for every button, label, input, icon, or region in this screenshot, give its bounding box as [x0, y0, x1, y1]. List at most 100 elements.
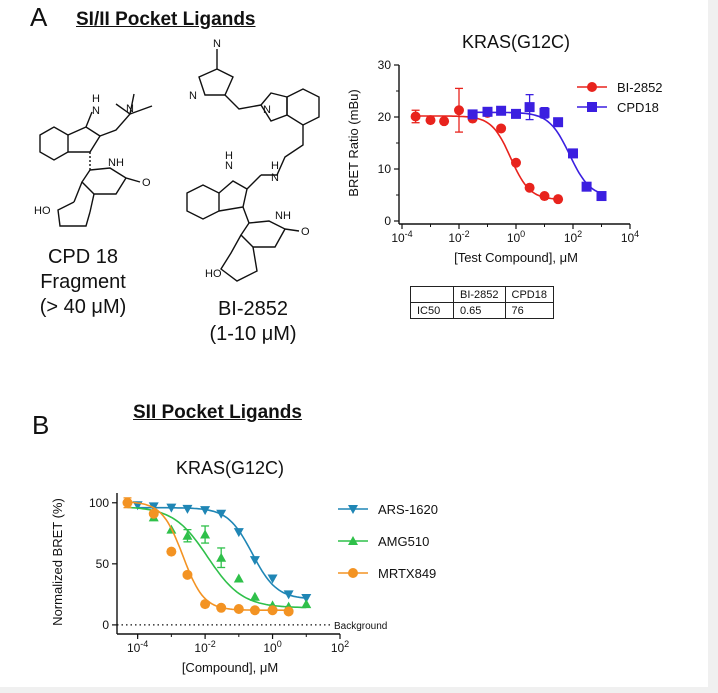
data-point — [166, 546, 177, 557]
x-axis-label: [Compound], μM — [182, 660, 278, 675]
data-point — [233, 528, 244, 538]
data-point — [249, 591, 260, 601]
cpd18-caption: CPD 18 Fragment (> 40 μM) — [18, 245, 148, 320]
page-bottom-strip — [0, 687, 718, 693]
data-point — [249, 556, 260, 566]
bi2852-indole-n-label: N — [263, 104, 271, 116]
y-tick-label: 0 — [384, 214, 391, 228]
data-point — [216, 552, 227, 562]
data-point — [511, 108, 521, 119]
panel-a-title: SI/II Pocket Ligands — [76, 9, 256, 30]
bi2852-structure: N N N H N N H NH O HO — [186, 38, 320, 282]
chart-a: KRAS(G12C) 0 10 20 30 10-4 10-2 100 102 104 [Test … — [346, 32, 663, 265]
data-point — [216, 602, 227, 613]
x-tick-label: 10-2 — [194, 639, 215, 655]
y-tick-label: 20 — [378, 110, 392, 124]
data-point — [148, 508, 159, 519]
data-point — [467, 109, 478, 120]
page-edge-rail — [708, 0, 718, 693]
bi2852-methyl-n-label: N — [213, 38, 221, 50]
data-point — [200, 529, 211, 539]
cpd18-caption-line3: (> 40 μM) — [39, 296, 127, 318]
data-point — [182, 504, 193, 514]
cpd18-ho-label: HO — [34, 205, 51, 217]
x-tick-label: 100 — [263, 639, 281, 655]
bi2852-caption-line2: (1-10 μM) — [209, 323, 297, 345]
data-point — [425, 115, 436, 126]
data-point — [511, 157, 521, 168]
panel-a-letter: A — [30, 2, 48, 32]
cpd18-caption-line2: Fragment — [40, 271, 126, 293]
panel-b-letter: B — [32, 410, 50, 440]
data-point — [568, 148, 578, 159]
background-label: Background — [334, 621, 387, 632]
data-point — [249, 605, 260, 616]
data-point — [524, 182, 535, 193]
data-point — [496, 105, 507, 116]
fit-curve-0 — [137, 506, 307, 599]
data-point — [301, 599, 312, 609]
chart-title: KRAS(G12C) — [176, 458, 284, 478]
x-axis-label: [Test Compound], μM — [454, 250, 578, 265]
y-tick-label: 50 — [96, 557, 110, 571]
bi2852-lower-n-label: N — [225, 160, 233, 172]
data-point — [581, 181, 592, 192]
bi2852-amine-h-label: H — [271, 160, 279, 172]
y-axis-label: BRET Ratio (mBu) — [346, 89, 361, 196]
cpd18-h-label: H — [92, 93, 100, 105]
ic50-cell: 0.65 — [453, 302, 506, 319]
y-tick-label: 0 — [102, 618, 109, 632]
cpd18-nh-label: NH — [108, 157, 124, 169]
data-point — [122, 497, 133, 508]
legend-marker — [587, 82, 597, 92]
ic50-header-cell — [410, 286, 454, 303]
legend-label: ARS-1620 — [378, 502, 438, 517]
data-point — [496, 123, 507, 134]
fit-curve-0 — [415, 115, 559, 200]
x-tick-label: 10-2 — [448, 229, 469, 245]
ic50-cell: IC50 — [410, 302, 454, 319]
data-point — [301, 594, 312, 604]
legend-label: AMG510 — [378, 534, 429, 549]
y-axis-label: Normalized BRET (%) — [50, 498, 65, 626]
data-point — [439, 116, 450, 127]
bi2852-amine-n-label: N — [271, 172, 279, 184]
data-point — [553, 194, 564, 205]
bi2852-nh-label: NH — [275, 210, 291, 222]
x-tick-label: 102 — [331, 639, 349, 655]
y-tick-label: 10 — [378, 162, 392, 176]
data-point — [267, 605, 278, 616]
data-point — [283, 606, 294, 617]
data-point — [454, 105, 464, 116]
chart-title: KRAS(G12C) — [462, 32, 570, 52]
data-point — [596, 191, 607, 202]
data-point — [233, 604, 244, 615]
legend-marker — [348, 505, 358, 514]
bi2852-o-label: O — [301, 226, 310, 238]
x-tick-label: 104 — [621, 229, 639, 245]
data-point — [267, 574, 278, 584]
data-point — [216, 509, 227, 519]
legend-marker — [587, 102, 597, 112]
ic50-table-header: BI-2852 CPD18 — [410, 286, 555, 303]
fit-curve-1 — [127, 506, 307, 609]
data-point — [539, 107, 550, 118]
data-point — [166, 503, 177, 513]
data-point — [283, 590, 294, 600]
legend-marker — [348, 536, 358, 545]
bi2852-caption-line1: BI-2852 — [217, 298, 289, 320]
cpd18-structure: H N N NH O HO — [34, 93, 153, 227]
y-tick-label: 30 — [378, 58, 392, 72]
x-tick-label: 10-4 — [127, 639, 148, 655]
ic50-header-cell: CPD18 — [504, 286, 555, 303]
legend-label: MRTX849 — [378, 566, 436, 581]
data-point — [182, 569, 193, 580]
data-point — [182, 530, 193, 540]
bi2852-imidazole-n-label: N — [189, 90, 197, 102]
panel-b-title: SII Pocket Ligands — [133, 402, 302, 423]
ic50-cell: 76 — [504, 302, 555, 319]
cpd18-n-label: N — [92, 105, 100, 117]
bi2852-lower-h-label: H — [225, 150, 233, 162]
bi2852-caption: BI-2852 (1-10 μM) — [188, 297, 318, 347]
cpd18-o-label: O — [142, 177, 151, 189]
